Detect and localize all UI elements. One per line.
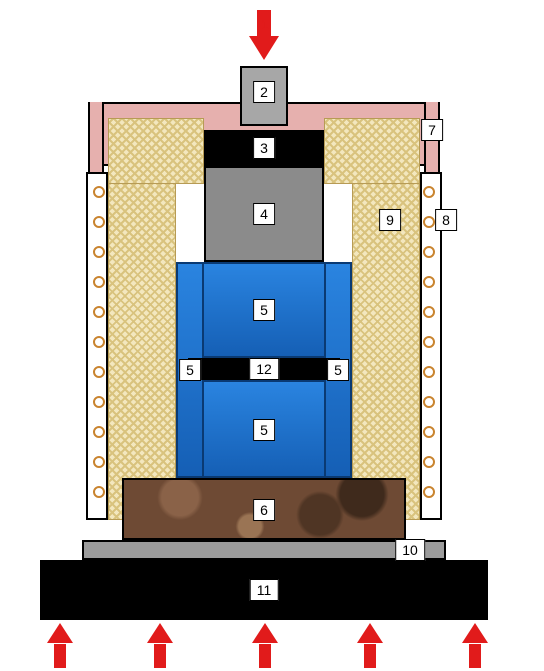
heater-coil: [423, 456, 435, 468]
heater-coil: [423, 186, 435, 198]
label-12: 12: [249, 358, 279, 380]
heater-coil: [93, 366, 105, 378]
label-6: 6: [253, 499, 275, 521]
schematic-stage: 123455556789101112: [0, 0, 544, 671]
heater-coil: [423, 216, 435, 228]
heater-coil: [93, 396, 105, 408]
label-5: 5: [327, 359, 349, 381]
insulation-top-right: [324, 118, 420, 184]
heater-coil: [423, 276, 435, 288]
heater-coil: [423, 306, 435, 318]
label-3: 3: [253, 137, 275, 159]
label-9: 9: [379, 209, 401, 231]
heater-coil: [93, 246, 105, 258]
label-10: 10: [395, 539, 425, 561]
heater-coil: [93, 456, 105, 468]
heater-coil: [93, 486, 105, 498]
heater-coil: [93, 216, 105, 228]
heater-coil: [93, 336, 105, 348]
label-1: 1: [255, 14, 275, 34]
heater-coil: [93, 186, 105, 198]
label-8: 8: [435, 209, 457, 231]
label-11: 11: [250, 579, 279, 601]
heater-coil: [423, 246, 435, 258]
heater-coil: [423, 336, 435, 348]
label-5: 5: [253, 419, 275, 441]
label-4: 4: [253, 203, 275, 225]
label-5: 5: [179, 359, 201, 381]
insulation-top-left: [108, 118, 204, 184]
spacer-plate: [82, 540, 446, 560]
heater-coil: [423, 366, 435, 378]
label-2: 2: [253, 81, 275, 103]
label-7: 7: [421, 119, 443, 141]
heater-coil: [423, 486, 435, 498]
label-5: 5: [253, 299, 275, 321]
heater-coil: [93, 306, 105, 318]
heater-coil: [423, 396, 435, 408]
heater-coil: [93, 276, 105, 288]
cap-wall-left: [88, 102, 104, 174]
heater-coil: [93, 426, 105, 438]
heater-coil: [423, 426, 435, 438]
